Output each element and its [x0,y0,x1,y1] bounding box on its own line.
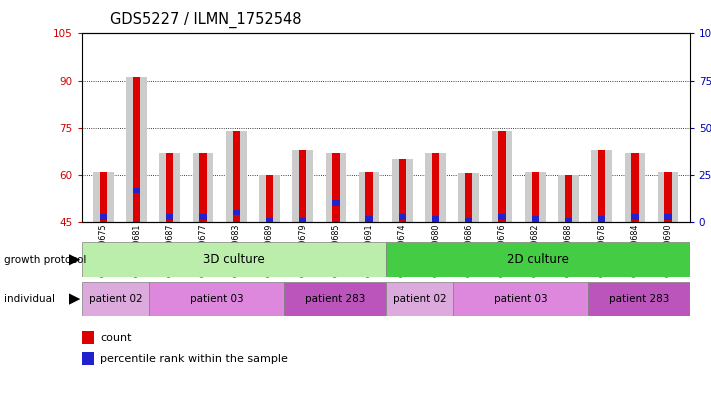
Bar [598,216,605,222]
Text: individual: individual [4,294,55,304]
Bar [133,77,140,222]
Text: patient 03: patient 03 [494,294,547,304]
Bar [82,282,149,316]
Bar [498,131,506,222]
Bar [284,282,385,316]
Bar [226,131,247,222]
Bar [299,218,306,223]
Bar [565,175,572,222]
Bar [266,218,273,223]
Bar [127,77,147,222]
Text: count: count [100,333,132,343]
Bar [133,188,140,193]
Text: patient 283: patient 283 [609,294,669,304]
Bar [259,175,279,222]
Bar [532,216,539,222]
Bar [332,200,340,206]
Bar [149,282,284,316]
Bar [82,242,385,277]
Bar [199,153,207,222]
Bar [465,173,472,222]
Bar [565,218,572,223]
Bar [100,215,107,220]
Polygon shape [69,294,80,305]
Bar [332,153,340,222]
Bar [365,216,373,222]
Bar [326,153,346,222]
Bar [193,153,213,222]
Bar [432,216,439,222]
Bar [425,153,446,222]
Bar [498,215,506,220]
Bar [100,172,107,222]
Bar [166,215,173,220]
Bar [199,215,207,220]
Bar [292,150,313,222]
Bar [432,153,439,222]
Bar [159,153,180,222]
Text: growth protocol: growth protocol [4,255,86,265]
Text: patient 03: patient 03 [190,294,244,304]
Bar [465,218,472,223]
Bar [558,175,579,222]
Bar [365,172,373,222]
Bar [631,153,638,222]
Bar [631,215,638,220]
Text: patient 02: patient 02 [89,294,142,304]
Polygon shape [69,254,80,265]
Bar [266,175,273,222]
Bar [664,172,672,222]
Bar [532,172,539,222]
Bar [232,210,240,215]
Bar [82,331,94,344]
Bar [664,215,672,220]
Bar [589,282,690,316]
Text: percentile rank within the sample: percentile rank within the sample [100,354,288,364]
Bar [385,242,690,277]
Text: 2D culture: 2D culture [507,253,569,266]
Text: patient 283: patient 283 [305,294,365,304]
Bar [658,172,678,222]
Bar [93,172,114,222]
Bar [525,172,545,222]
Bar [385,282,454,316]
Bar [166,153,173,222]
Bar [392,159,412,222]
Text: 3D culture: 3D culture [203,253,264,266]
Bar [399,215,406,220]
Bar [598,150,605,222]
Bar [359,172,380,222]
Text: patient 02: patient 02 [392,294,447,304]
Bar [232,131,240,222]
Bar [399,159,406,222]
Bar [454,282,589,316]
Bar [624,153,645,222]
Bar [459,173,479,222]
Text: GDS5227 / ILMN_1752548: GDS5227 / ILMN_1752548 [110,12,301,28]
Bar [592,150,612,222]
Bar [299,150,306,222]
Bar [82,352,94,365]
Bar [492,131,513,222]
